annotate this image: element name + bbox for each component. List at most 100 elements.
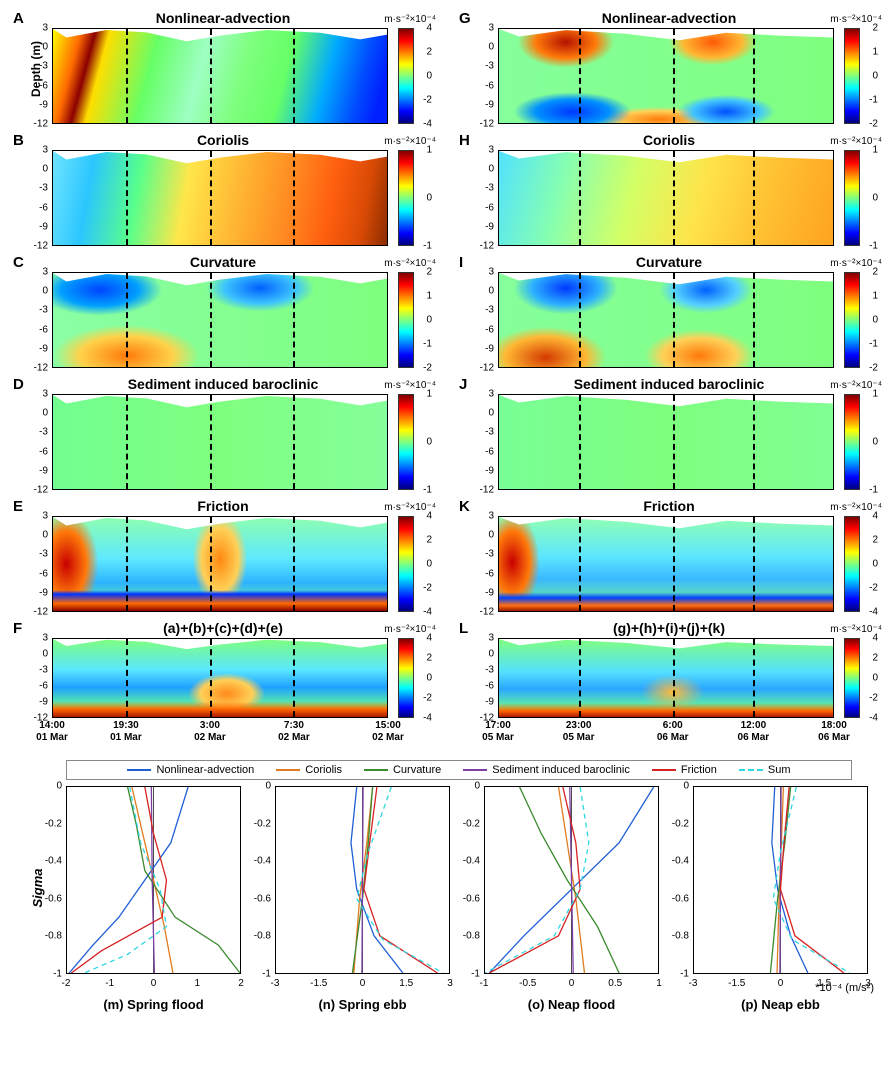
line-xtick: 0: [778, 978, 784, 989]
y-tick: -12: [472, 363, 494, 374]
y-tick: -9: [472, 587, 494, 598]
colorbar-tick: -4: [416, 607, 432, 618]
colorbar-tick: -1: [862, 485, 878, 496]
y-tick: -12: [472, 241, 494, 252]
panel-B: BCoriolis30-3-6-9-12m·s⁻²×10⁻⁴-101: [10, 132, 436, 250]
x-tick: 7:3002 Mar: [278, 720, 310, 744]
colorbar-tick: -4: [862, 713, 878, 724]
line-ytick: -0.4: [247, 856, 271, 867]
y-tick: 3: [26, 145, 48, 156]
colorbar-tick: 2: [862, 535, 878, 546]
panel-label: C: [13, 254, 24, 271]
line-xtick: 0: [569, 978, 575, 989]
heatmap: [498, 394, 834, 490]
y-tick: -12: [26, 363, 48, 374]
panel-label: I: [459, 254, 463, 271]
colorbar: [844, 28, 860, 124]
colorbar-tick: 0: [862, 71, 878, 82]
y-ticks: 30-3-6-9-12: [28, 638, 50, 718]
phase-divider: [673, 517, 675, 611]
line-xtick: -1.5: [310, 978, 327, 989]
y-tick: -9: [26, 465, 48, 476]
phase-divider: [753, 273, 755, 367]
colorbar-tick: 0: [416, 193, 432, 204]
legend-label: Sediment induced baroclinic: [492, 764, 630, 776]
panel-title: (g)+(h)+(i)+(j)+(k): [456, 620, 882, 636]
line-panel: 0-0.2-0.4-0.6-0.8-1-3-1.501.53*10⁻⁴ (m/s…: [667, 784, 872, 1014]
y-tick: -6: [472, 568, 494, 579]
y-tick: 3: [472, 23, 494, 34]
y-tick: 3: [472, 267, 494, 278]
line-ytick: -0.4: [456, 856, 480, 867]
legend-item: Sediment induced baroclinic: [463, 764, 630, 776]
colorbar-tick: 0: [416, 673, 432, 684]
legend-item: Friction: [652, 764, 717, 776]
colorbar-tick: -2: [862, 363, 878, 374]
line-panel: Sigma0-0.2-0.4-0.6-0.8-1-2-1012(m) Sprin…: [40, 784, 245, 1014]
phase-divider: [210, 151, 212, 245]
y-tick: 0: [472, 530, 494, 541]
y-tick: -9: [472, 343, 494, 354]
y-tick: -6: [26, 446, 48, 457]
line-xtick: 3: [447, 978, 453, 989]
colorbar-tick: -4: [416, 713, 432, 724]
y-tick: 0: [472, 164, 494, 175]
legend: Nonlinear-advectionCoriolisCurvatureSedi…: [66, 760, 852, 780]
line-plot: [484, 786, 659, 974]
line-ytick: 0: [456, 781, 480, 792]
y-tick: -9: [26, 343, 48, 354]
colorbar-tick: -1: [416, 485, 432, 496]
line-grid: Sigma0-0.2-0.4-0.6-0.8-1-2-1012(m) Sprin…: [40, 784, 872, 1014]
phase-divider: [579, 395, 581, 489]
legend-swatch: [463, 769, 487, 771]
line-title: (m) Spring flood: [66, 997, 241, 1012]
x-ticks: 14:0001 Mar19:3001 Mar3:0002 Mar7:3002 M…: [52, 720, 388, 750]
panel-title: Nonlinear-advection: [10, 10, 436, 26]
line-ytick: -0.8: [456, 931, 480, 942]
phase-divider: [753, 395, 755, 489]
panel-label: D: [13, 376, 24, 393]
phase-divider: [753, 639, 755, 717]
y-tick: -3: [26, 549, 48, 560]
colorbar-tick: -1: [862, 95, 878, 106]
colorbar: [844, 516, 860, 612]
panel-label: G: [459, 10, 471, 27]
phase-divider: [126, 273, 128, 367]
y-tick: 3: [472, 511, 494, 522]
heatmap: [52, 28, 388, 124]
y-tick: 0: [26, 286, 48, 297]
y-ticks: 30-3-6-9-12: [28, 394, 50, 490]
line-ytick: -1: [456, 969, 480, 980]
line-ytick: -0.2: [665, 818, 689, 829]
y-tick: -3: [472, 665, 494, 676]
phase-divider: [579, 273, 581, 367]
line-xtick: -3: [689, 978, 698, 989]
colorbar-tick: 2: [416, 535, 432, 546]
y-tick: -9: [472, 465, 494, 476]
legend-item: Coriolis: [276, 764, 342, 776]
line-plots-section: Nonlinear-advectionCoriolisCurvatureSedi…: [10, 760, 882, 1014]
line-ytick: -0.2: [456, 818, 480, 829]
colorbar-ticks: -4-2024: [862, 516, 878, 612]
y-tick: -9: [26, 221, 48, 232]
colorbar-ticks: -2-1012: [862, 28, 878, 124]
phase-divider: [293, 151, 295, 245]
y-tick: -6: [472, 80, 494, 91]
line-ytick: -1: [247, 969, 271, 980]
y-tick: -3: [472, 549, 494, 560]
phase-divider: [753, 517, 755, 611]
colorbar-ticks: -101: [416, 150, 432, 246]
line-xtick: -2: [62, 978, 71, 989]
colorbar-tick: 0: [862, 437, 878, 448]
line-plot: [275, 786, 450, 974]
y-ticks: 30-3-6-9-12: [474, 516, 496, 612]
y-tick: 0: [472, 649, 494, 660]
y-tick: -6: [26, 202, 48, 213]
y-tick: 3: [472, 389, 494, 400]
colorbar-tick: -2: [862, 583, 878, 594]
surface-mask: [499, 273, 833, 292]
line-yticks: 0-0.2-0.4-0.6-0.8-1: [667, 786, 691, 974]
colorbar: [398, 638, 414, 718]
colorbar-tick: 1: [862, 47, 878, 58]
line-ytick: -0.6: [247, 893, 271, 904]
